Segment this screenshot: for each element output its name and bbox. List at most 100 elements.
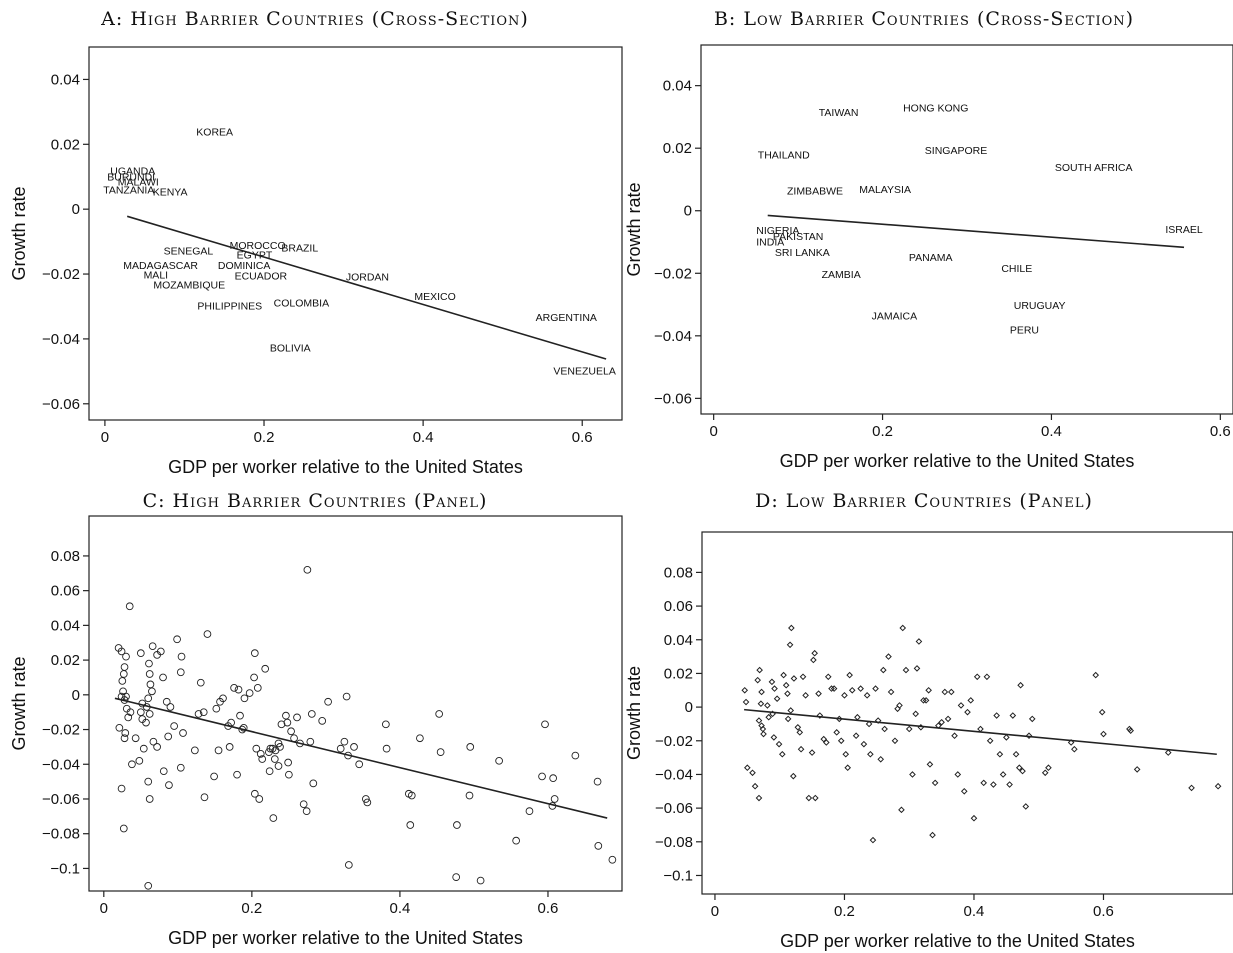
data-point: [148, 642, 157, 651]
y-tick-label: −0.04: [655, 766, 693, 783]
data-point: [877, 755, 885, 763]
y-tick-label: 0.04: [51, 617, 80, 634]
data-point: [996, 750, 1004, 758]
y-tick-label: −0.06: [655, 800, 693, 817]
data-point: [269, 814, 278, 822]
data-point: [941, 688, 949, 696]
data-point: [261, 664, 270, 673]
y-tick-label: −0.08: [42, 826, 80, 843]
data-point: [790, 675, 798, 682]
data-point: [771, 685, 778, 692]
y-tick-label: 0.02: [51, 652, 80, 669]
data-point: [250, 789, 259, 798]
country-label: DOMINICA: [218, 260, 271, 272]
data-point: [789, 772, 797, 780]
data-point: [802, 692, 809, 699]
chart-b: 0.04 0.02 0 −0.02 −0.04 −0.06 0 0.2 0.4 0.6 GDP pe…: [624, 44, 1233, 471]
y-tick-label: −0.02: [42, 266, 80, 283]
chart-title: D: Low Barrier Countries (Panel): [755, 490, 1093, 512]
data-point: [797, 745, 805, 753]
data-point: [256, 749, 265, 758]
data-point: [164, 732, 173, 741]
data-point: [1133, 766, 1141, 773]
data-point: [145, 710, 154, 718]
data-point: [944, 715, 952, 723]
data-point: [899, 624, 907, 632]
data-point: [830, 685, 838, 692]
data-point: [252, 744, 261, 753]
country-label: THAILAND: [758, 149, 810, 161]
data-point: [920, 697, 927, 704]
country-label: MEXICO: [414, 291, 455, 303]
data-point: [780, 671, 787, 679]
data-point: [824, 673, 832, 681]
data-point: [931, 779, 939, 787]
country-label: JAMAICA: [872, 310, 918, 322]
data-point: [135, 756, 144, 765]
data-point: [608, 855, 617, 864]
data-point: [287, 727, 295, 736]
data-point: [905, 725, 913, 733]
data-point: [145, 795, 154, 803]
data-point: [1028, 715, 1036, 723]
data-point: [764, 702, 771, 709]
data-point: [170, 722, 178, 730]
data-point: [144, 694, 153, 703]
data-point: [909, 771, 916, 778]
data-point: [960, 787, 968, 795]
data-point: [999, 771, 1007, 778]
data-point: [833, 729, 841, 736]
y-tick-label: −0.06: [42, 791, 80, 808]
data-point: [970, 814, 978, 822]
data-point: [362, 795, 370, 803]
data-point: [122, 692, 130, 701]
x-axis-label: GDP per worker relative to the United St…: [780, 931, 1135, 951]
data-point: [852, 732, 860, 740]
x-tick-label: 0.2: [241, 900, 262, 917]
data-point: [250, 649, 259, 658]
data-point: [841, 692, 848, 699]
data-point: [1003, 734, 1010, 741]
data-point: [1041, 769, 1049, 777]
chart-title: B: Low Barrier Countries (Cross-Section): [713, 8, 1135, 30]
data-point: [406, 821, 415, 829]
data-point: [234, 685, 243, 694]
regression-line: [114, 697, 608, 819]
country-label: NIGERIA: [756, 225, 799, 237]
data-point: [303, 565, 312, 574]
data-point: [120, 663, 129, 671]
data-point: [142, 718, 150, 727]
data-point: [119, 824, 128, 833]
chart-d: 0.08 0.06 0.04 0.02 0 −0.02 −0.04 −0.06 −0.08 −0.…: [624, 531, 1233, 951]
data-point: [258, 755, 267, 763]
data-point: [1098, 708, 1106, 716]
data-point: [126, 708, 135, 717]
data-point: [926, 761, 934, 768]
data-point: [1214, 782, 1222, 790]
data-point: [954, 771, 962, 778]
data-point: [760, 730, 767, 738]
data-point: [212, 704, 221, 713]
country-label: BOLIVIA: [270, 343, 311, 355]
y-tick-label: 0.08: [664, 564, 693, 581]
y-tick-label: 0.02: [51, 136, 80, 153]
x-tick-label: 0.6: [1210, 423, 1231, 440]
data-point: [270, 755, 279, 763]
data-point: [525, 807, 534, 815]
x-tick-label: 0.6: [572, 429, 593, 446]
data-point: [144, 777, 153, 786]
x-tick-label: 0.2: [254, 429, 275, 446]
country-label: ZIMBABWE: [787, 185, 843, 197]
y-tick-label: −0.02: [654, 265, 692, 282]
data-point: [751, 782, 759, 790]
data-point: [274, 739, 283, 748]
data-point: [177, 652, 186, 661]
x-axis-label: GDP per worker relative to the United St…: [168, 457, 523, 477]
data-point: [794, 724, 802, 731]
y-tick-label: −0.04: [654, 328, 692, 345]
y-tick-label: 0.04: [51, 71, 80, 88]
data-point: [176, 763, 185, 772]
data-point: [117, 647, 126, 656]
plot-frame: [701, 531, 1233, 895]
x-tick-label: 0: [101, 429, 109, 446]
